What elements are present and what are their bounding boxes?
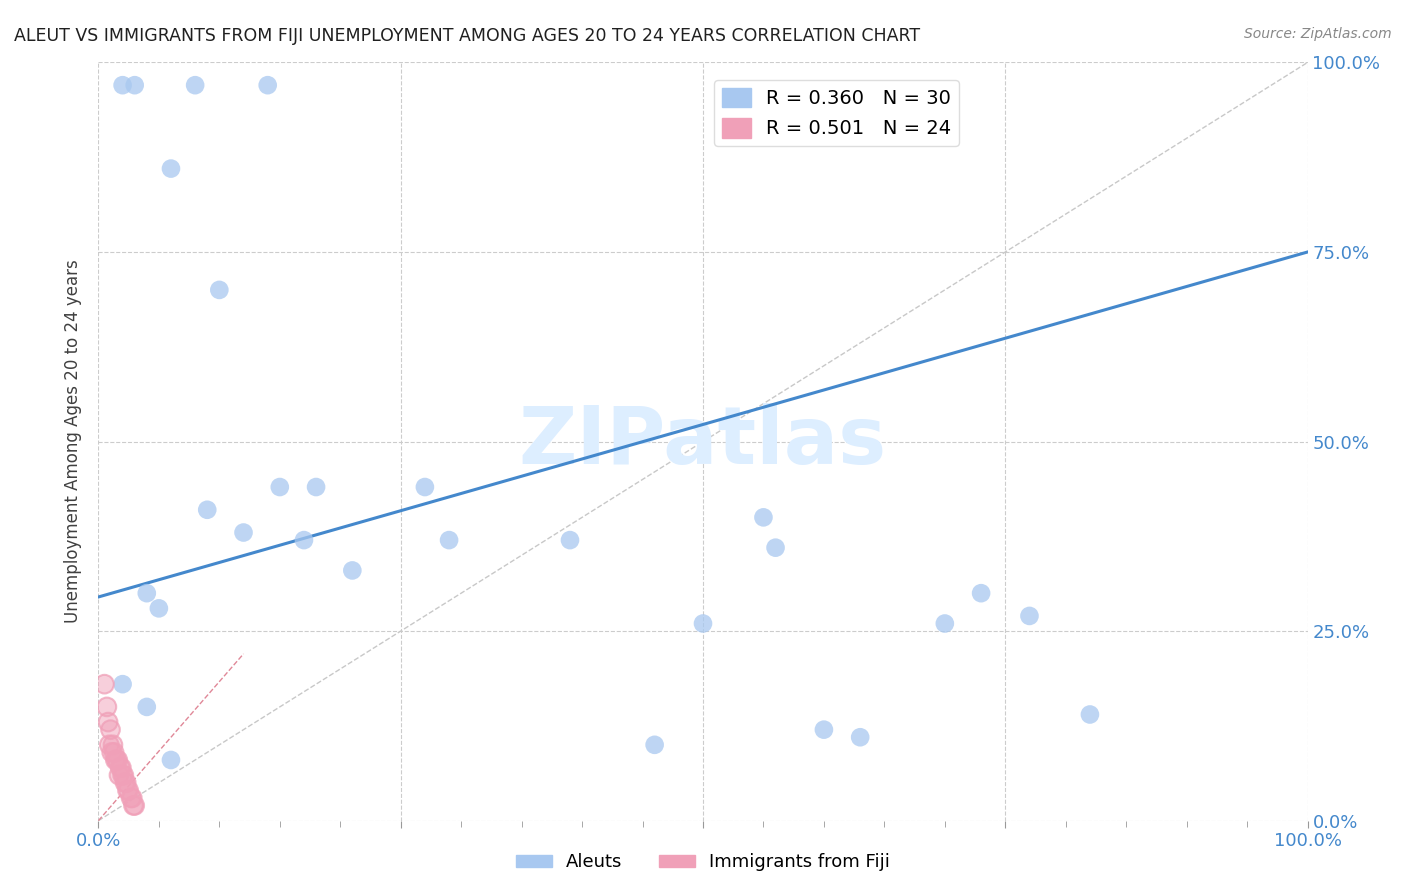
Point (644, 738, 666, 752)
Point (342, 564, 364, 578)
Text: Source: ZipAtlas.com: Source: ZipAtlas.com (1244, 27, 1392, 41)
Point (105, 753, 128, 767)
Point (108, 760, 131, 774)
Point (117, 783, 139, 797)
Point (114, 776, 136, 790)
Point (100, 746, 122, 760)
Point (292, 533, 315, 548)
Point (269, 480, 291, 494)
Point (101, 738, 124, 752)
Point (413, 480, 436, 494)
Point (108, 768, 131, 782)
Point (184, 78, 207, 92)
Point (110, 760, 132, 774)
Point (849, 730, 872, 744)
Point (124, 798, 146, 813)
Point (107, 753, 129, 767)
Point (118, 783, 141, 797)
Point (1078, 707, 1101, 722)
Point (117, 783, 139, 797)
Point (104, 753, 127, 767)
Point (124, 78, 146, 92)
Point (160, 161, 183, 176)
Point (103, 746, 125, 760)
Point (232, 525, 254, 540)
Point (765, 541, 787, 555)
Point (558, 533, 581, 548)
Point (752, 510, 775, 524)
Point (107, 753, 129, 767)
Point (111, 768, 134, 782)
Point (112, 768, 135, 782)
Point (108, 768, 131, 782)
Point (96, 699, 118, 714)
Point (111, 768, 134, 782)
Legend: Aleuts, Immigrants from Fiji: Aleuts, Immigrants from Fiji (509, 847, 897, 879)
Point (135, 699, 157, 714)
Point (100, 723, 122, 737)
Point (256, 78, 278, 92)
Point (305, 480, 328, 494)
Point (114, 776, 136, 790)
Point (692, 616, 714, 631)
Point (97, 715, 120, 730)
Point (115, 776, 138, 790)
Point (121, 791, 143, 805)
Point (208, 283, 231, 297)
Point (934, 616, 956, 631)
Point (97, 715, 120, 730)
Point (103, 746, 125, 760)
Point (93, 677, 115, 691)
Point (118, 783, 141, 797)
Point (96, 699, 118, 714)
Text: ALEUT VS IMMIGRANTS FROM FIJI UNEMPLOYMENT AMONG AGES 20 TO 24 YEARS CORRELATION: ALEUT VS IMMIGRANTS FROM FIJI UNEMPLOYME… (14, 27, 920, 45)
Text: ZIPatlas: ZIPatlas (519, 402, 887, 481)
Point (122, 798, 145, 813)
Point (110, 760, 132, 774)
Point (160, 753, 183, 767)
Point (93, 677, 115, 691)
Point (100, 723, 122, 737)
Point (100, 746, 122, 760)
Point (111, 677, 134, 691)
Point (121, 791, 143, 805)
Point (970, 586, 993, 600)
Point (148, 601, 170, 615)
Legend: R = 0.360   N = 30, R = 0.501   N = 24: R = 0.360 N = 30, R = 0.501 N = 24 (714, 79, 959, 146)
Point (135, 586, 157, 600)
Point (111, 78, 134, 92)
Point (108, 760, 131, 774)
Point (195, 503, 218, 517)
Point (101, 738, 124, 752)
Point (98, 738, 121, 752)
Point (122, 798, 145, 813)
Point (813, 723, 835, 737)
Point (124, 798, 146, 813)
Point (112, 768, 135, 782)
Point (105, 753, 128, 767)
Y-axis label: Unemployment Among Ages 20 to 24 years: Unemployment Among Ages 20 to 24 years (65, 260, 83, 624)
Point (104, 753, 127, 767)
Point (115, 776, 138, 790)
Point (1018, 608, 1040, 623)
Point (437, 533, 460, 548)
Point (98, 738, 121, 752)
Point (120, 791, 142, 805)
Point (120, 791, 142, 805)
